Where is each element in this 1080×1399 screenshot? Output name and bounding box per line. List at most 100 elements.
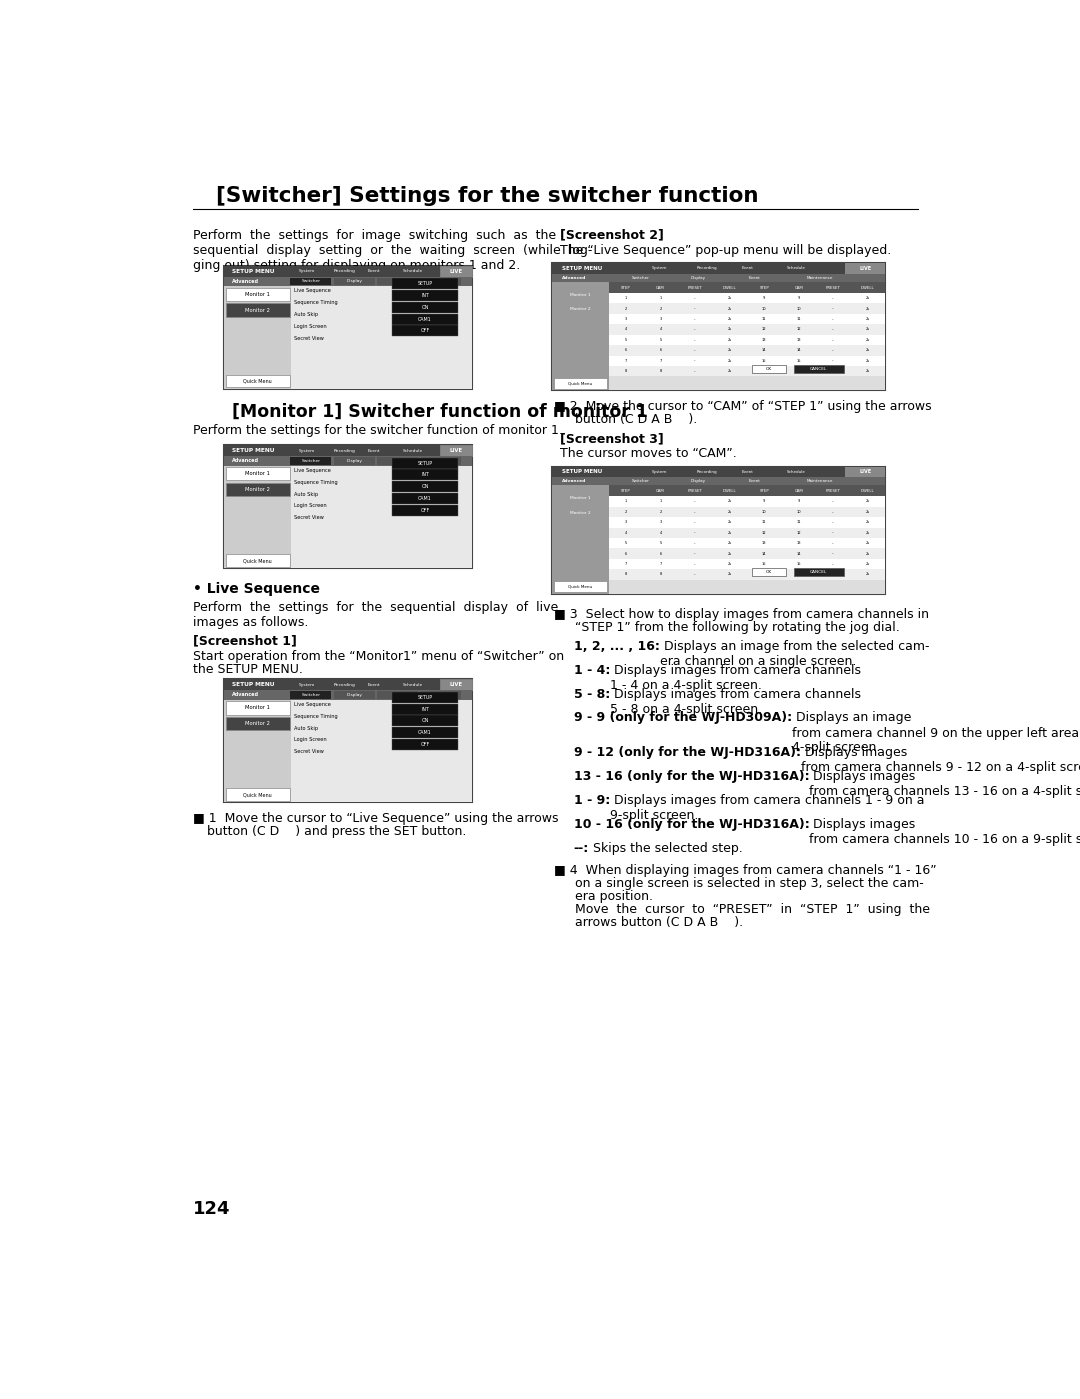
Text: 1 - 9:: 1 - 9:	[573, 793, 610, 807]
Text: Quick Menu: Quick Menu	[243, 558, 272, 562]
Bar	[609, 304, 886, 313]
Text: --: --	[832, 318, 835, 320]
Text: 13 - 16 (only for the WJ-HD316A):: 13 - 16 (only for the WJ-HD316A):	[573, 769, 809, 783]
Bar	[609, 497, 886, 506]
Text: The cursor moves to “CAM”.: The cursor moves to “CAM”.	[559, 448, 737, 460]
Text: 13: 13	[761, 339, 767, 341]
Text: Displays images from camera channels 1 - 9 on a
9-split screen.: Displays images from camera channels 1 -…	[610, 793, 924, 821]
Text: Display: Display	[690, 276, 705, 280]
Text: 2: 2	[659, 306, 662, 311]
Text: 13: 13	[761, 541, 767, 546]
Bar	[609, 539, 886, 548]
Text: 2s: 2s	[728, 369, 731, 374]
Text: Login Screen: Login Screen	[294, 504, 327, 508]
Text: 4: 4	[659, 327, 662, 332]
Text: 2: 2	[624, 306, 627, 311]
Text: button (C D A B    ).: button (C D A B ).	[576, 413, 698, 425]
Bar	[609, 283, 886, 390]
Text: [Monitor 1] Switcher function of monitor 1: [Monitor 1] Switcher function of monitor…	[232, 403, 648, 421]
Bar	[440, 445, 472, 456]
Text: --: --	[832, 327, 835, 332]
Text: Schedule: Schedule	[787, 470, 806, 474]
Text: PRESET: PRESET	[826, 488, 840, 492]
Text: 7: 7	[659, 562, 662, 567]
Text: 1: 1	[624, 297, 627, 301]
Bar	[440, 266, 472, 277]
Text: 2s: 2s	[866, 541, 870, 546]
Bar	[226, 288, 289, 301]
Text: Live Sequence: Live Sequence	[294, 702, 332, 706]
Text: OK: OK	[766, 571, 772, 574]
Text: --: --	[832, 369, 835, 374]
Text: 12: 12	[761, 327, 767, 332]
Bar	[609, 283, 886, 292]
Text: Displays images from camera channels
5 - 8 on a 4-split screen.: Displays images from camera channels 5 -…	[610, 688, 861, 716]
Text: [Screenshot 1]: [Screenshot 1]	[193, 635, 297, 648]
Text: DWELL: DWELL	[723, 285, 737, 290]
Text: 16: 16	[797, 572, 801, 576]
Bar	[552, 263, 886, 390]
Text: 2s: 2s	[728, 306, 731, 311]
Bar	[226, 304, 289, 316]
Text: 2s: 2s	[866, 530, 870, 534]
Text: CAM: CAM	[795, 285, 804, 290]
Text: STEP: STEP	[621, 488, 631, 492]
Bar	[392, 470, 458, 480]
Bar	[609, 569, 886, 579]
Text: Recording: Recording	[334, 449, 355, 453]
Text: Switcher: Switcher	[632, 276, 650, 280]
Text: 3: 3	[659, 520, 662, 525]
Text: 8: 8	[659, 369, 662, 374]
Text: the SETUP MENU.: the SETUP MENU.	[193, 663, 303, 676]
Text: 2s: 2s	[866, 318, 870, 320]
Text: Recording: Recording	[334, 269, 355, 273]
Text: 15: 15	[796, 562, 801, 567]
Text: 10: 10	[796, 509, 801, 513]
Text: 9 - 12 (only for the WJ-HD316A):: 9 - 12 (only for the WJ-HD316A):	[573, 746, 800, 760]
Bar	[225, 456, 472, 466]
Text: 13: 13	[797, 339, 801, 341]
Text: 6: 6	[659, 551, 662, 555]
Text: Advanced: Advanced	[231, 459, 258, 463]
Text: 2s: 2s	[866, 297, 870, 301]
Bar	[225, 445, 472, 568]
Bar	[226, 467, 289, 480]
Text: [Screenshot 3]: [Screenshot 3]	[559, 432, 663, 445]
Bar	[392, 727, 458, 739]
Text: 14: 14	[761, 348, 767, 353]
Text: on a single screen is selected in step 3, select the cam-: on a single screen is selected in step 3…	[576, 877, 924, 890]
Text: 2s: 2s	[728, 339, 731, 341]
Text: --: --	[693, 541, 697, 546]
Bar	[440, 679, 472, 690]
Text: 2: 2	[659, 509, 662, 513]
Bar	[552, 274, 886, 283]
Text: SETUP: SETUP	[418, 460, 433, 466]
Text: Secret View: Secret View	[294, 750, 324, 754]
Text: Displays an image
from camera channel 9 on the upper left area on a
4-split scre: Displays an image from camera channel 9 …	[792, 712, 1080, 754]
Text: STEP: STEP	[759, 488, 769, 492]
Bar	[225, 679, 472, 803]
Text: Recording: Recording	[334, 683, 355, 687]
Text: Login Screen: Login Screen	[294, 325, 327, 329]
Text: 2s: 2s	[728, 499, 731, 504]
Bar	[392, 278, 458, 290]
Text: 10: 10	[761, 509, 767, 513]
Text: 3: 3	[659, 318, 662, 320]
Text: --: --	[693, 348, 697, 353]
Bar	[291, 691, 332, 700]
Text: 7: 7	[659, 358, 662, 362]
Text: Monitor 2: Monitor 2	[570, 511, 591, 515]
Text: Event: Event	[748, 276, 760, 280]
Text: 5: 5	[624, 541, 627, 546]
Text: --:: --:	[573, 842, 589, 855]
Text: 3: 3	[624, 520, 627, 525]
Text: --: --	[832, 339, 835, 341]
Text: Event: Event	[742, 266, 754, 270]
Bar	[292, 466, 472, 568]
Bar	[392, 492, 458, 504]
Text: 4: 4	[624, 327, 627, 332]
Text: Move  the  cursor  to  “PRESET”  in  “STEP  1”  using  the: Move the cursor to “PRESET” in “STEP 1” …	[576, 904, 930, 916]
Text: arrows button (C D A B    ).: arrows button (C D A B ).	[576, 916, 743, 929]
Bar	[226, 701, 289, 715]
Bar	[225, 700, 292, 803]
